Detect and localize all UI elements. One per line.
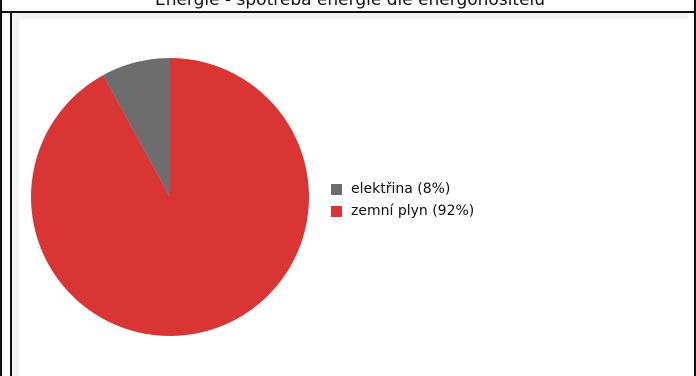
legend-label-electricity: elektřina (8%)	[351, 181, 451, 197]
chart-legend: elektřina (8%) zemní plyn (92%)	[331, 178, 474, 222]
legend-item-natural-gas: zemní plyn (92%)	[331, 200, 474, 222]
title-divider	[2, 11, 696, 13]
legend-swatch-electricity	[331, 183, 342, 195]
legend-item-electricity: elektřina (8%)	[331, 178, 474, 200]
chart-title: Energie - spotřeba energie dle energonos…	[154, 0, 546, 10]
pie-slice-natural-gas	[31, 58, 310, 336]
chart-title-area: Energie - spotřeba energie dle energonos…	[2, 0, 696, 12]
pie-slice-electricity	[103, 58, 170, 197]
legend-swatch-natural-gas	[331, 205, 342, 217]
legend-label-natural-gas: zemní plyn (92%)	[351, 203, 475, 219]
